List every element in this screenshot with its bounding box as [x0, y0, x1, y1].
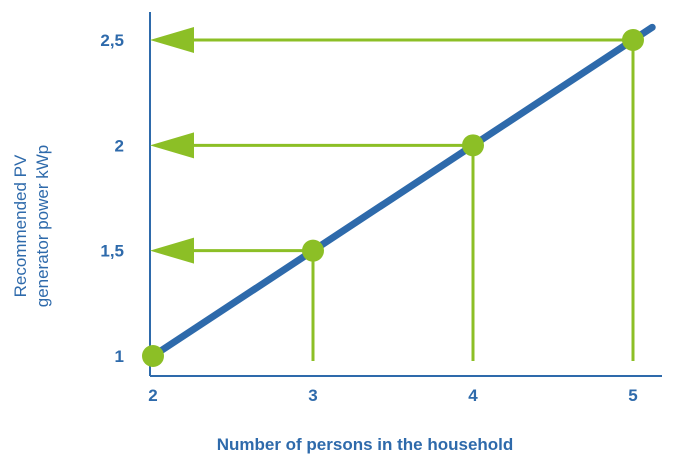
guide-lines [150, 27, 635, 361]
y-axis-label-line-2: generator power kWp [33, 145, 52, 308]
y-tick-label: 1,5 [100, 242, 124, 261]
tick-labels: 2 3 4 5 1 1,5 2 2,5 [100, 31, 637, 405]
arrow-head-icon [150, 132, 194, 159]
arrow-head-icon [150, 27, 194, 53]
x-axis-label: Number of persons in the household [217, 435, 514, 454]
y-axis-label-line-1: Recommended PV [11, 154, 30, 297]
x-tick-label: 3 [308, 386, 317, 405]
data-point [302, 239, 324, 262]
axes [149, 12, 662, 377]
x-tick-label: 4 [468, 386, 478, 405]
y-tick-label: 1 [115, 347, 124, 366]
arrow-head-icon [150, 237, 194, 264]
data-point [622, 29, 644, 51]
y-tick-label: 2 [115, 136, 124, 155]
data-point [142, 345, 164, 367]
y-tick-label: 2,5 [100, 31, 124, 50]
series-line [149, 23, 656, 360]
x-tick-label: 5 [628, 386, 637, 405]
y-axis-label: Recommended PV generator power kWp [11, 145, 52, 308]
series [149, 23, 656, 360]
data-point [462, 134, 484, 157]
x-tick-label: 2 [148, 386, 157, 405]
data-markers [142, 29, 644, 367]
